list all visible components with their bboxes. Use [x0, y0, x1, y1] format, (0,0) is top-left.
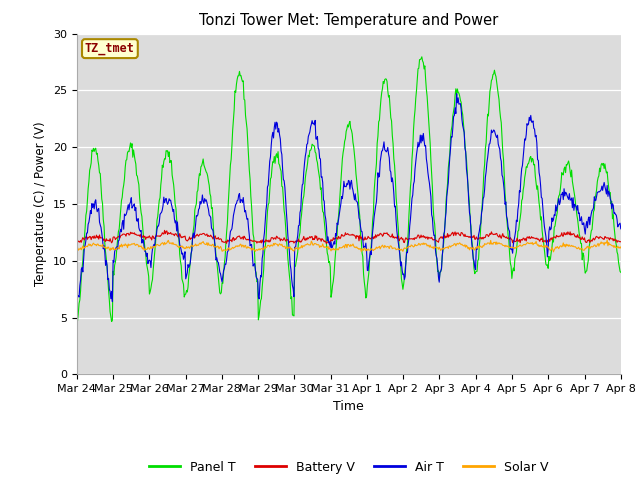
Battery V [417, 234, 424, 240]
Panel T [415, 65, 422, 71]
Solar V [415, 240, 422, 246]
Battery V [195, 233, 202, 239]
Battery V [139, 234, 147, 240]
Air T [109, 299, 116, 304]
Air T [452, 91, 460, 96]
Battery V [161, 228, 168, 233]
Title: Tonzi Tower Met: Temperature and Power: Tonzi Tower Met: Temperature and Power [199, 13, 499, 28]
Air T [195, 206, 202, 212]
Solar V [73, 248, 81, 254]
Air T [617, 226, 625, 232]
Line: Panel T: Panel T [77, 57, 621, 324]
Air T [83, 230, 90, 236]
Panel T [223, 229, 230, 235]
Legend: Panel T, Battery V, Air T, Solar V: Panel T, Battery V, Air T, Solar V [144, 456, 554, 479]
Y-axis label: Temperature (C) / Power (V): Temperature (C) / Power (V) [35, 122, 47, 286]
Battery V [223, 237, 231, 243]
Battery V [617, 239, 625, 245]
Panel T [617, 269, 625, 275]
Solar V [83, 243, 90, 249]
Solar V [604, 237, 611, 243]
Battery V [326, 242, 333, 248]
Line: Solar V: Solar V [77, 240, 621, 252]
Solar V [617, 244, 625, 250]
Panel T [139, 223, 147, 228]
Panel T [194, 188, 202, 193]
Solar V [550, 249, 557, 255]
X-axis label: Time: Time [333, 400, 364, 413]
Air T [416, 141, 424, 147]
Solar V [194, 242, 202, 248]
Solar V [431, 244, 438, 250]
Air T [223, 249, 231, 255]
Air T [73, 298, 81, 303]
Air T [140, 237, 147, 243]
Battery V [73, 236, 81, 241]
Text: TZ_tmet: TZ_tmet [85, 42, 135, 55]
Line: Battery V: Battery V [77, 230, 621, 245]
Panel T [431, 233, 439, 239]
Battery V [433, 238, 440, 243]
Solar V [139, 246, 147, 252]
Panel T [73, 321, 81, 326]
Panel T [83, 208, 90, 214]
Panel T [418, 54, 426, 60]
Solar V [223, 247, 230, 252]
Line: Air T: Air T [77, 94, 621, 301]
Air T [431, 247, 439, 253]
Battery V [83, 234, 90, 240]
